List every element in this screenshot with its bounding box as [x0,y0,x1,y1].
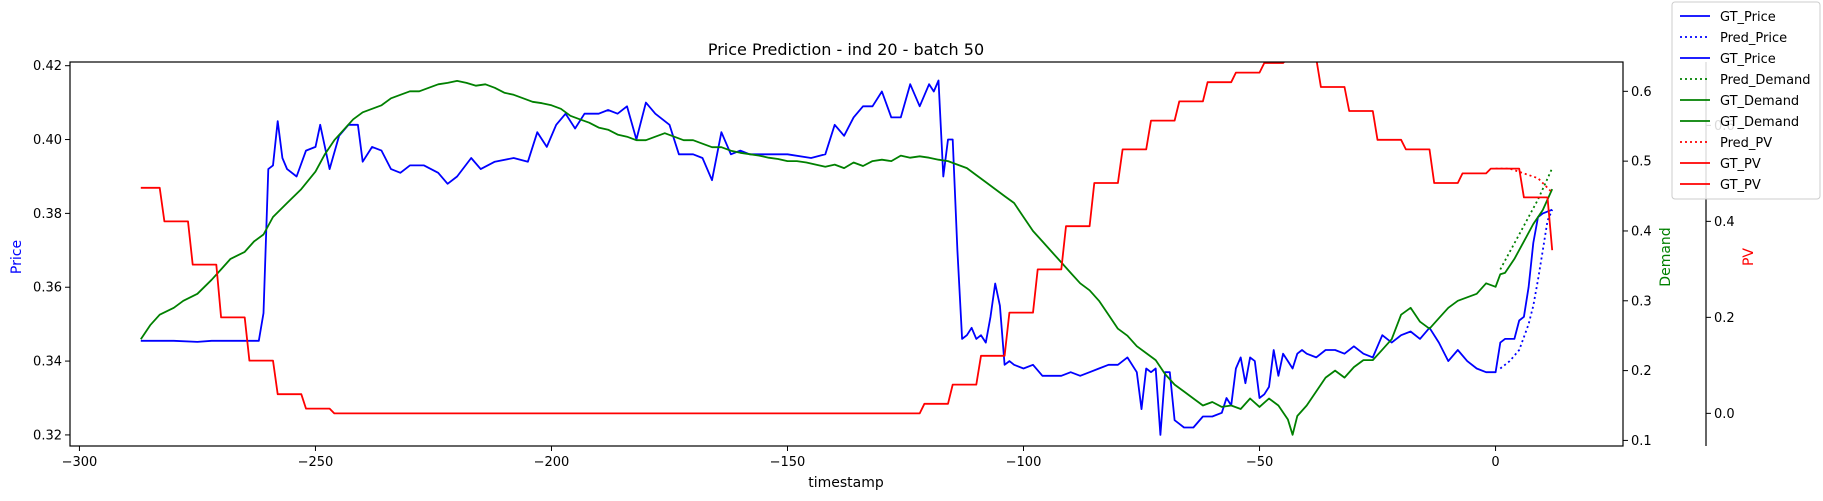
x-tick-label: −300 [62,455,98,470]
price-tick-label: 0.32 [33,428,62,443]
price-tick-label: 0.34 [33,355,62,370]
demand-tick-label: 0.6 [1631,85,1652,100]
price-tick-label: 0.38 [33,207,62,222]
pv-tick-label: 0.2 [1714,311,1735,326]
legend: GT_Price Pred_Price GT_Price Pred_Demand GT_… [1671,1,1821,200]
plot-frame [69,61,1624,447]
x-tick-label: −200 [534,455,570,470]
series-line-gt-demand [140,80,1554,436]
price-tick-label: 0.40 [33,133,62,148]
demand-tick-label: 0.2 [1631,364,1652,379]
demand-tick-label: 0.1 [1631,434,1652,449]
legend-label: GT_Price [1720,52,1776,67]
pv-tick-label: 0.4 [1714,215,1735,230]
demand-tick-label: 0.5 [1631,155,1652,170]
plot-area [140,62,1554,436]
demand-axis: 0.1 0.2 0.3 0.4 0.5 0.6 [1623,85,1652,449]
price-tick-label: 0.36 [33,281,62,296]
pv-tick-label: 0.0 [1714,407,1735,422]
series-line-gt-pv [140,62,1554,415]
legend-box [1671,1,1821,200]
legend-label: GT_Demand [1720,94,1799,109]
x-axis: −300 −250 −200 −150 −100 −50 0 [62,446,1500,470]
legend-label: Pred_PV [1720,136,1772,151]
series-line-pred-price [1499,209,1554,370]
x-tick-label: −150 [770,455,806,470]
legend-label: GT_PV [1720,157,1761,172]
demand-tick-label: 0.4 [1631,224,1652,239]
x-axis-label: timestamp [808,475,884,491]
demand-axis-label: Demand [1658,227,1674,286]
legend-label: GT_PV [1720,178,1761,193]
x-tick-label: −250 [298,455,334,470]
series-line-pred-pv [1495,167,1553,194]
legend-label: Pred_Demand [1720,73,1811,88]
legend-label: GT_Demand [1720,115,1799,130]
pv-axis-label: PV [1741,248,1757,266]
x-tick-label: 0 [1491,455,1499,470]
x-tick-label: −50 [1246,455,1273,470]
series-line-gt-price [140,79,1553,436]
legend-label: GT_Price [1720,10,1776,25]
chart-title: Price Prediction - ind 20 - batch 50 [708,40,984,59]
series-line-pred-demand [1499,167,1554,270]
price-axis: 0.32 0.34 0.36 0.38 0.40 0.42 [33,59,70,443]
price-axis-label: Price [9,240,25,274]
demand-tick-label: 0.3 [1631,294,1652,309]
price-tick-label: 0.42 [33,59,62,74]
legend-label: Pred_Price [1720,31,1787,46]
x-tick-label: −100 [1006,455,1042,470]
